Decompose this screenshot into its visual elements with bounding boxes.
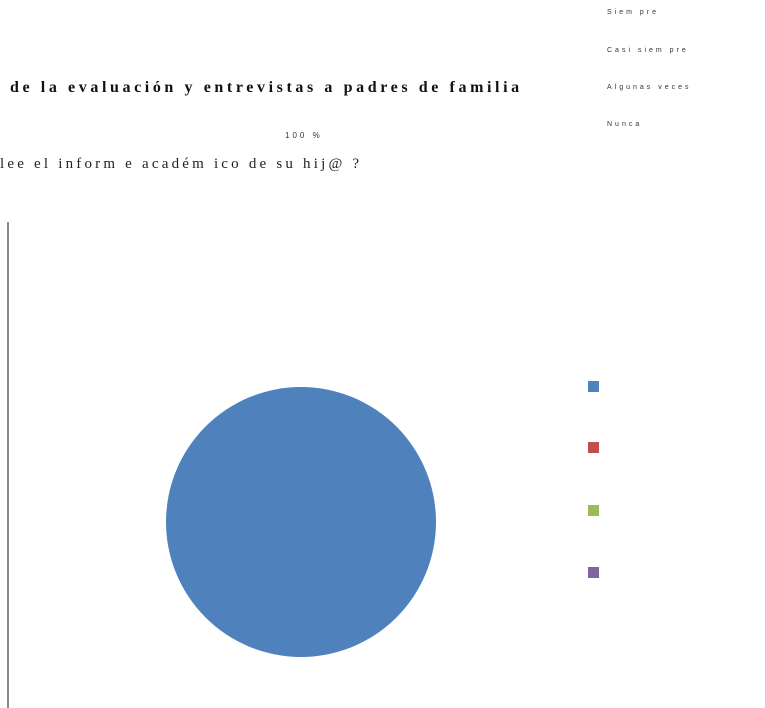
question-text: lee el inform e académ ico de su hij@ ? — [0, 156, 363, 172]
legend-text-casi-siempre: Casi siem pre — [607, 47, 689, 54]
legend-text-siempre: Siem pre — [607, 9, 660, 16]
legend-swatch-algunas-veces — [588, 505, 599, 516]
data-label-siempre: 100 % — [285, 131, 323, 140]
pie-slice-siem-pre — [166, 387, 436, 657]
legend-text-nunca: Nunca — [607, 121, 643, 128]
legend-swatch-casi-siempre — [588, 442, 599, 453]
chart-title: de la evaluación y entrevistas a padres … — [10, 79, 523, 96]
legend-text-algunas-veces: Algunas veces — [607, 84, 692, 91]
chart-frame-left-border — [7, 222, 9, 708]
legend-swatch-nunca — [588, 567, 599, 578]
legend-swatch-siempre — [588, 381, 599, 392]
